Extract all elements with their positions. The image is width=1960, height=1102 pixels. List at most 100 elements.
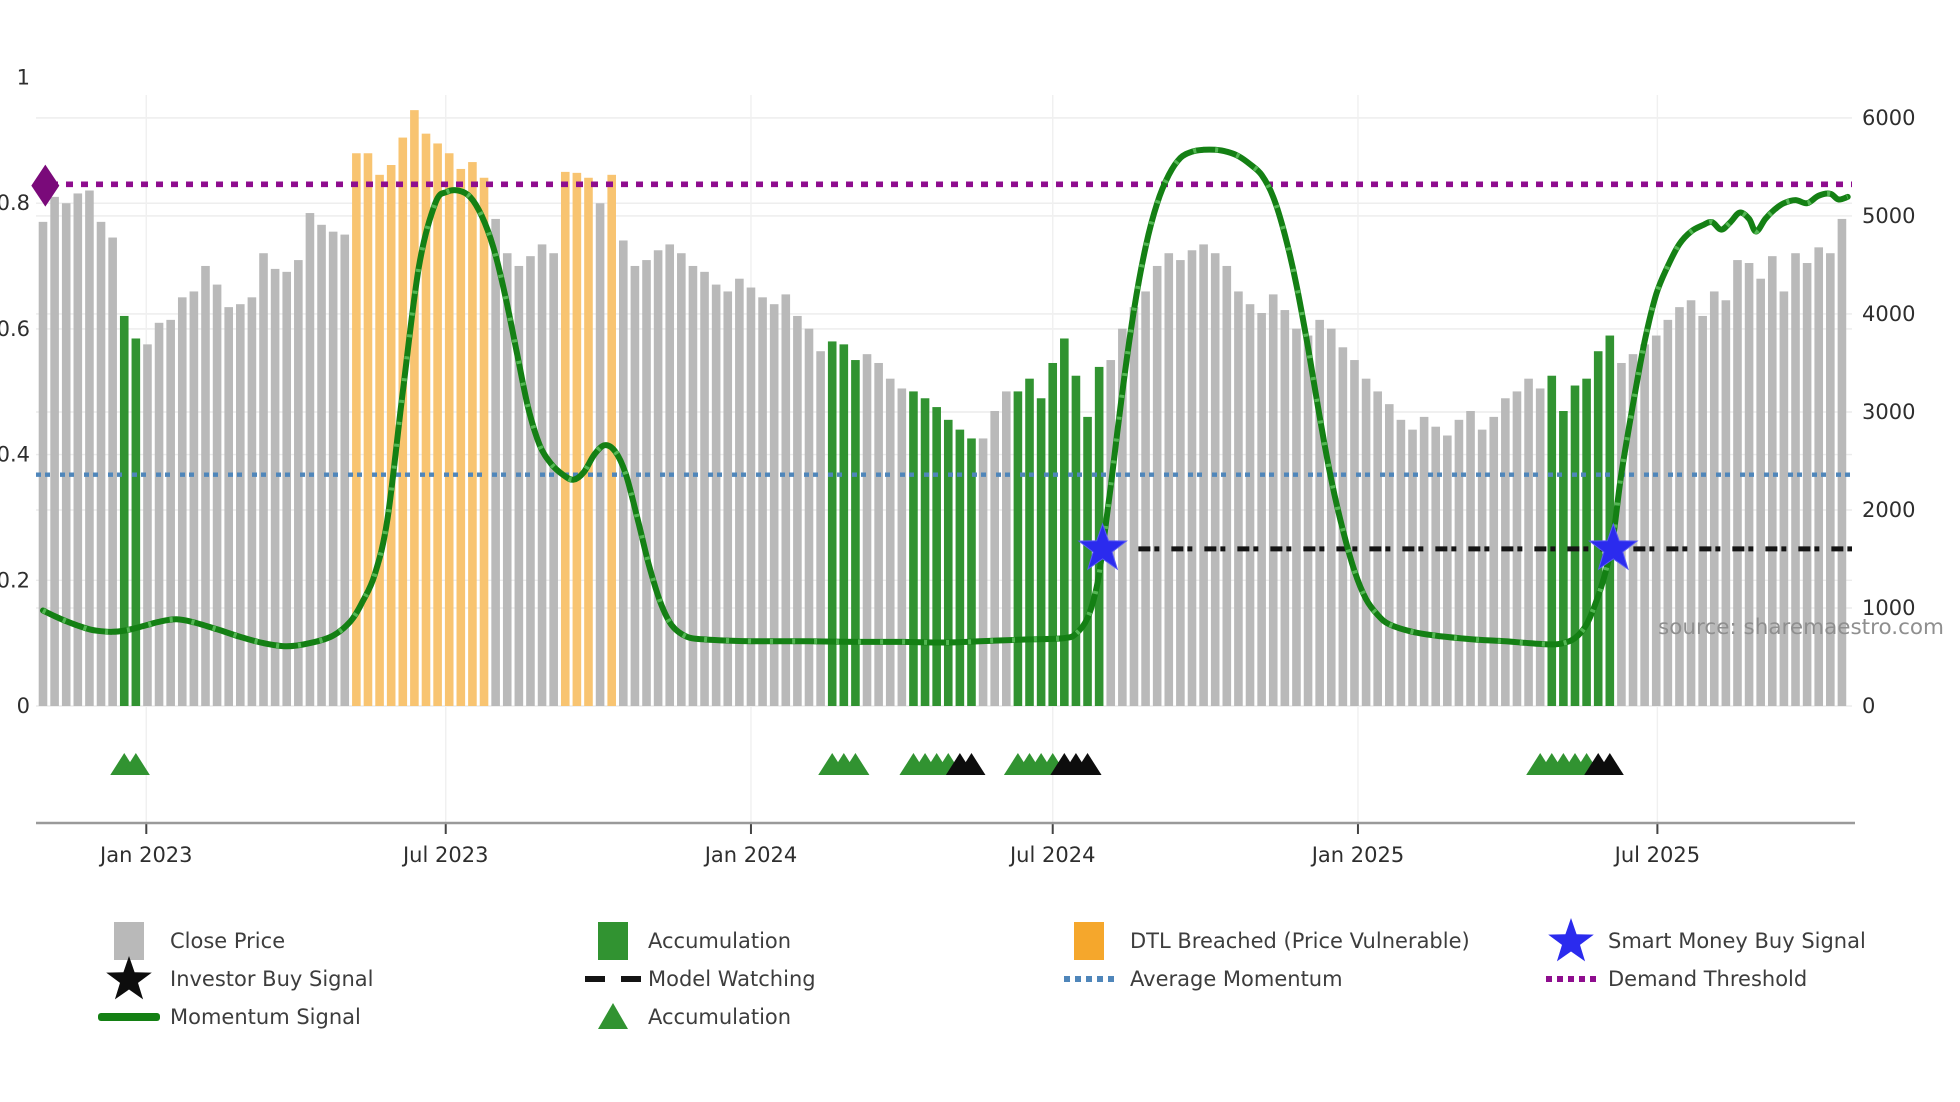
close-price-bar — [630, 265, 640, 706]
legend-label-demand-threshold: Demand Threshold — [1608, 967, 1807, 991]
close-price-bar — [1791, 253, 1800, 707]
close-price-bar — [1384, 404, 1394, 706]
legend-line-momentum — [98, 1013, 160, 1021]
close-price-bar — [1419, 416, 1429, 706]
dtl-breached-bar — [479, 177, 489, 706]
close-price-bar — [723, 291, 733, 706]
accumulation-bar — [1083, 416, 1092, 706]
close-price-bar — [1280, 310, 1290, 706]
close-price-bar — [514, 265, 524, 706]
accumulation-bar — [1582, 378, 1591, 706]
dtl-breached-bar — [584, 177, 593, 706]
close-price-bar — [1802, 263, 1812, 706]
legend-dot — [1075, 976, 1081, 982]
dtl-breached-bar — [456, 168, 466, 706]
close-price-bar — [85, 190, 94, 707]
close-price-bar — [1733, 260, 1742, 706]
right-axis-label: 5000 — [1862, 204, 1915, 228]
close-price-bar — [862, 354, 872, 706]
accumulation-bar — [1060, 338, 1069, 706]
close-price-bar — [259, 253, 268, 707]
close-price-bar — [50, 196, 59, 706]
close-price-bar — [1118, 328, 1127, 706]
left-axis-label: 0 — [17, 694, 30, 718]
close-price-bar — [1245, 304, 1255, 706]
close-price-bar — [1396, 419, 1406, 706]
close-price-bar — [781, 294, 791, 706]
close-price-bar — [189, 291, 199, 706]
dtl-breached-bar — [468, 162, 477, 706]
close-price-bar — [1686, 300, 1696, 706]
accumulation-bar — [920, 398, 930, 706]
dtl-breached-bar — [386, 165, 396, 706]
right-y-axis-labels: 6000 5000 4000 3000 2000 1000 0 — [1862, 106, 1915, 718]
close-price-bar — [1001, 391, 1011, 706]
close-price-bar — [1663, 319, 1673, 706]
accumulation-bar — [1559, 411, 1568, 706]
investor-buy-triangle-marker — [957, 753, 986, 775]
close-price-bar — [1187, 250, 1197, 707]
close-price-bar — [270, 268, 280, 706]
accumulation-triangle-marker — [841, 753, 870, 775]
accumulation-bar — [1547, 375, 1557, 706]
close-price-bar — [1315, 319, 1324, 706]
x-tick-label: Jul 2025 — [1613, 843, 1700, 867]
close-price-bar — [1767, 256, 1777, 706]
close-price-bars — [38, 110, 1847, 707]
legend-star-buy_star — [1548, 918, 1594, 962]
close-price-bar — [793, 315, 802, 706]
legend-triangle-accumulation — [598, 1003, 628, 1029]
close-price-bar — [1501, 398, 1510, 706]
dtl-breached-bar — [433, 143, 442, 706]
accumulation-bar — [1048, 362, 1058, 706]
close-price-bar — [1698, 315, 1707, 706]
close-price-bar — [247, 297, 257, 706]
close-price-bar — [1176, 260, 1185, 706]
x-axis: Jan 2023 Jul 2023 Jan 2024 Jul 2024 Jan 2025… — [36, 821, 1855, 867]
smart-money-buy-star — [1077, 522, 1128, 571]
close-price-bar — [1454, 419, 1464, 706]
dtl-breached-bar — [421, 133, 431, 707]
legend-label-accumulation-tri: Accumulation — [648, 1005, 791, 1029]
accumulation-bar — [827, 341, 837, 706]
close-price-bar — [1152, 265, 1162, 706]
close-price-bar — [990, 411, 999, 706]
close-price-bar — [1524, 378, 1533, 706]
accumulation-bar — [1605, 335, 1615, 706]
right-axis-label: 6000 — [1862, 106, 1915, 130]
legend-dot — [1590, 976, 1596, 982]
close-price-bar — [1477, 429, 1487, 706]
close-price-bar — [1744, 263, 1754, 706]
close-price-bar — [166, 319, 175, 706]
accumulation-bar — [131, 338, 141, 706]
legend-label-average-momentum: Average Momentum — [1130, 967, 1343, 991]
close-price-bar — [688, 265, 698, 706]
close-price-bar — [1210, 253, 1220, 707]
close-price-bar — [897, 388, 907, 706]
legend-swatch-dtl_legend — [1074, 922, 1104, 960]
close-price-bar — [1779, 291, 1789, 706]
dtl-breached-bar — [444, 153, 454, 706]
accumulation-bar — [955, 429, 965, 706]
accumulation-bar — [1036, 398, 1046, 706]
accumulation-bar — [839, 344, 849, 706]
close-price-bar — [340, 234, 350, 706]
legend-dot — [1579, 976, 1585, 982]
close-price-bar — [874, 362, 883, 706]
close-price-bar — [154, 322, 164, 706]
accumulation-bar — [943, 419, 953, 706]
signal-markers — [31, 164, 1639, 775]
legend-label-accumulation-bar: Accumulation — [648, 929, 791, 953]
close-price-bar — [1350, 360, 1359, 706]
close-price-bar — [1837, 218, 1847, 706]
close-price-bar — [212, 284, 222, 706]
dtl-breached-bar — [398, 137, 408, 707]
legend-symbols — [98, 918, 1596, 1029]
accumulation-bar — [851, 360, 860, 706]
close-price-bar — [1489, 416, 1499, 706]
left-axis-label: 1 — [17, 66, 30, 90]
legend: Close Price Investor Buy Signal Momentum… — [98, 918, 1866, 1029]
legend-dash — [621, 976, 641, 982]
dtl-breached-bar — [352, 153, 361, 706]
legend-label-smart-money: Smart Money Buy Signal — [1608, 929, 1866, 953]
